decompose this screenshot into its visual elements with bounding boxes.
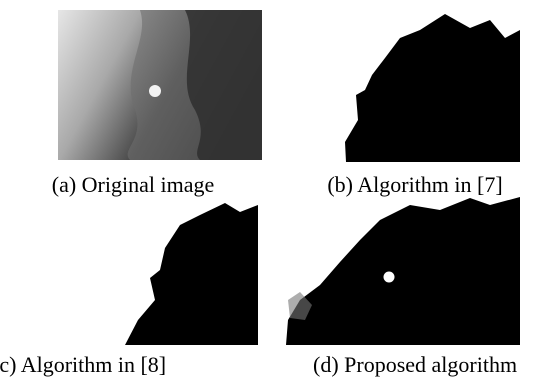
- caption: (c) Algorithm in [8]: [0, 353, 166, 377]
- image-algorithm-7: [345, 14, 520, 162]
- image-algorithm-8: [125, 203, 258, 345]
- caption: (a) Original image: [8, 173, 258, 197]
- figure-page: (a) Original image (b) Algorithm in [7] …: [0, 0, 538, 380]
- caption: (b) Algorithm in [7]: [300, 173, 530, 197]
- image-original: [58, 10, 262, 160]
- caption: (d) Proposed algorithm: [313, 353, 517, 377]
- image-proposed: [286, 197, 520, 345]
